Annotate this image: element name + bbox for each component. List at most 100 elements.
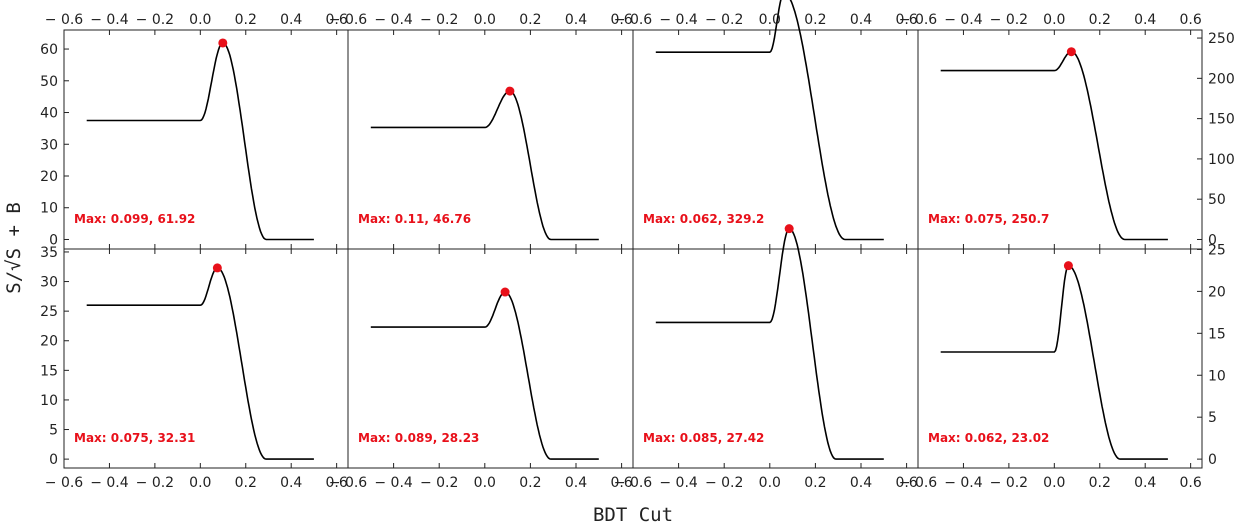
x-tick-label-bottom: 0.0	[759, 475, 781, 491]
x-tick-label-top: 0.6	[326, 12, 348, 28]
x-tick-label-top: 0.0	[474, 12, 496, 28]
x-tick-label-bottom: 0.4	[1134, 475, 1156, 491]
max-label: Max: 0.062, 23.02	[928, 431, 1049, 445]
panel-5: Max: 0.075, 32.31 − 0.6 − 0.4 − 0.2 0.0 0.2 0.…	[40, 245, 349, 491]
x-tick-label-top: − 0.2	[990, 12, 1028, 28]
y-tick-label-left: 35	[40, 245, 58, 261]
series-line	[655, 0, 884, 241]
panel-6: Max: 0.089, 28.23 − 0.6 − 0.4 − 0.2 0.0 0.2 0.…	[329, 248, 634, 491]
y-tick-label-left: 60	[40, 42, 58, 58]
panel-3: Max: 0.062, 329.2 − 0.6 − 0.4 − 0.2 0.0 0.2 0.…	[614, 0, 919, 250]
x-tick-label-bottom: − 0.4	[374, 475, 413, 491]
x-tick-label-top: − 0.6	[899, 12, 938, 28]
x-tick-label-top: − 0.6	[614, 12, 653, 28]
panel-4: Max: 0.075, 250.7 − 0.6 − 0.4 − 0.2 0.0 0.2 0.…	[899, 12, 1234, 250]
x-tick-label-top: − 0.2	[705, 12, 743, 28]
max-point-marker	[212, 263, 222, 273]
max-label: Max: 0.075, 250.7	[928, 212, 1049, 226]
max-label: Max: 0.085, 27.42	[643, 431, 764, 445]
x-tick-label-bottom: − 0.4	[90, 475, 129, 491]
x-tick-label-top: − 0.4	[374, 12, 413, 28]
y-tick-label-left: 10	[40, 393, 58, 409]
y-tick-label-left: 20	[40, 334, 58, 350]
x-tick-label-top: 0.0	[759, 12, 781, 28]
y-tick-label-left: 40	[40, 106, 58, 122]
x-tick-label-top: 0.2	[1089, 12, 1111, 28]
max-label: Max: 0.099, 61.92	[74, 212, 195, 226]
x-tick-label-top: 0.2	[804, 12, 826, 28]
max-point-marker	[505, 86, 515, 96]
x-tick-label-top: − 0.4	[90, 12, 129, 28]
x-tick-label-bottom: − 0.2	[990, 475, 1028, 491]
y-tick-label-right: 15	[1208, 326, 1226, 342]
series-line	[86, 42, 314, 241]
y-tick-label-right: 200	[1208, 71, 1234, 87]
max-label: Max: 0.062, 329.2	[643, 212, 764, 226]
x-tick-label-top: 0.6	[895, 12, 917, 28]
x-tick-label-bottom: 0.2	[804, 475, 826, 491]
x-tick-label-bottom: − 0.6	[329, 475, 368, 491]
x-axis-label: BDT Cut	[593, 504, 673, 523]
x-tick-label-top: − 0.4	[944, 12, 983, 28]
y-tick-label-left: 5	[49, 423, 58, 439]
x-tick-label-bottom: − 0.2	[420, 475, 458, 491]
y-tick-label-left: 20	[40, 169, 58, 185]
series-line	[86, 267, 314, 460]
series-line	[655, 227, 884, 460]
x-tick-label-bottom: 0.6	[895, 475, 917, 491]
y-tick-label-left: 0	[49, 452, 58, 468]
x-tick-label-top: 0.4	[850, 12, 872, 28]
series-line	[940, 264, 1168, 460]
y-tick-label-left: 30	[40, 137, 58, 153]
y-tick-label-left: 15	[40, 363, 58, 379]
max-label: Max: 0.089, 28.23	[358, 431, 479, 445]
y-tick-label-right: 100	[1208, 152, 1234, 168]
y-axis-label: S/√S + B	[3, 202, 25, 294]
y-tick-label-left: 10	[40, 201, 58, 217]
y-tick-label-left: 25	[40, 304, 58, 320]
max-label: Max: 0.075, 32.31	[74, 431, 195, 445]
x-tick-label-top: − 0.6	[329, 12, 368, 28]
x-tick-label-bottom: 0.0	[1043, 475, 1065, 491]
x-tick-label-bottom: 0.0	[474, 475, 496, 491]
y-tick-label-right: 25	[1208, 242, 1226, 258]
y-tick-label-right: 10	[1208, 368, 1226, 384]
x-tick-label-bottom: − 0.4	[944, 475, 983, 491]
y-tick-label-left: 30	[40, 275, 58, 291]
x-tick-label-top: 0.4	[280, 12, 302, 28]
x-tick-label-top: 0.2	[519, 12, 541, 28]
x-tick-label-bottom: − 0.6	[45, 475, 84, 491]
series-line	[370, 90, 599, 241]
y-tick-label-right: 0	[1208, 232, 1217, 248]
y-tick-label-right: 0	[1208, 452, 1217, 468]
x-tick-label-bottom: 0.2	[235, 475, 257, 491]
panels-group: Max: 0.099, 61.92 − 0.6 − 0.4 − 0.2 0.0 0.2 0.…	[40, 0, 1234, 491]
panel-7: Max: 0.085, 27.42 − 0.6 − 0.4 − 0.2 0.0 0.2 0.…	[614, 224, 919, 491]
x-tick-label-top: 0.4	[1134, 12, 1156, 28]
max-point-marker	[1063, 261, 1073, 271]
x-tick-label-top: 0.0	[1043, 12, 1065, 28]
x-tick-label-bottom: 0.6	[326, 475, 348, 491]
y-tick-label-left: 0	[49, 232, 58, 248]
x-tick-label-bottom: − 0.6	[899, 475, 938, 491]
series-line	[940, 50, 1168, 241]
x-tick-label-top: − 0.4	[659, 12, 698, 28]
panel-frame	[917, 248, 1203, 469]
panel-1: Max: 0.099, 61.92 − 0.6 − 0.4 − 0.2 0.0 0.2 0.…	[40, 12, 349, 250]
x-tick-label-top: − 0.2	[136, 12, 174, 28]
x-tick-label-top: 0.4	[565, 12, 587, 28]
x-tick-label-top: 0.0	[189, 12, 211, 28]
y-tick-label-right: 250	[1208, 31, 1234, 47]
panel-8: Max: 0.062, 23.02 − 0.6 − 0.4 − 0.2 0.0 0.2 0.…	[899, 242, 1226, 491]
max-label: Max: 0.11, 46.76	[358, 212, 471, 226]
x-tick-label-top: 0.2	[235, 12, 257, 28]
max-point-marker	[1066, 47, 1076, 57]
x-tick-label-bottom: 0.2	[1089, 475, 1111, 491]
x-tick-label-top: − 0.6	[45, 12, 84, 28]
panel-2: Max: 0.11, 46.76 − 0.6 − 0.4 − 0.2 0.0 0.2 0.4…	[329, 12, 634, 250]
x-tick-label-bottom: − 0.4	[659, 475, 698, 491]
x-tick-label-bottom: 0.6	[1180, 475, 1202, 491]
y-tick-label-right: 150	[1208, 112, 1234, 128]
x-tick-label-bottom: 0.4	[565, 475, 587, 491]
